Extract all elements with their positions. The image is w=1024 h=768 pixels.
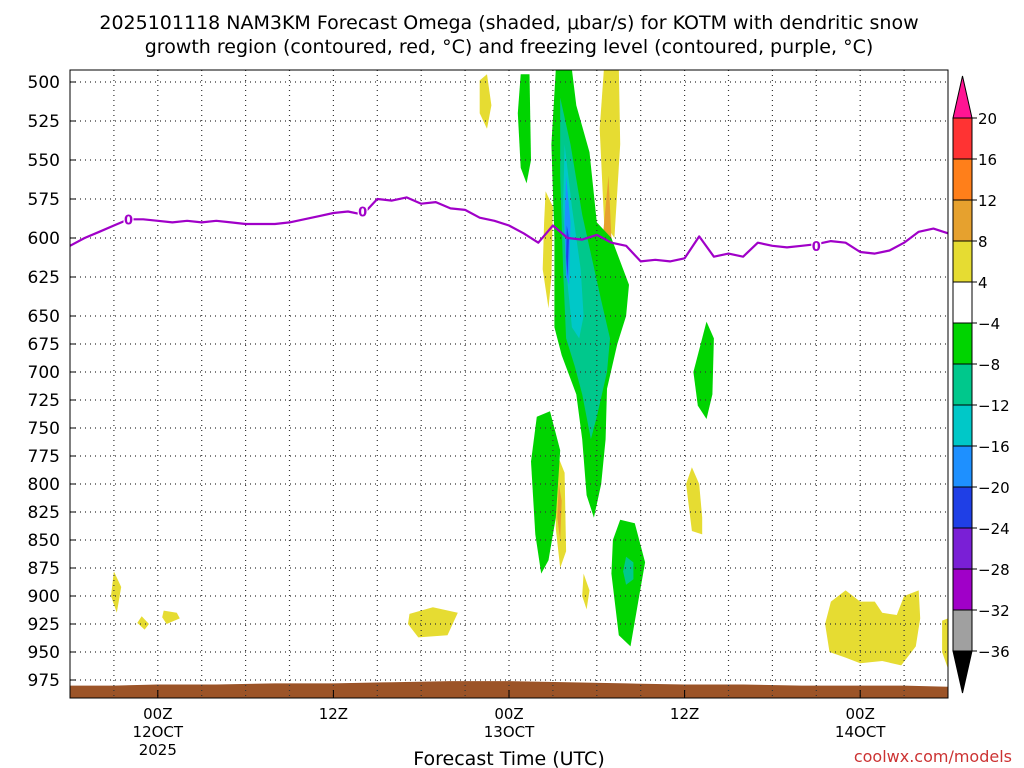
legend-label: −20: [978, 479, 1010, 497]
legend-top-arrow: [952, 75, 973, 119]
y-tick-label: 975: [28, 671, 60, 691]
legend-swatch-8: [952, 404, 973, 447]
omega-area-16: [531, 411, 561, 574]
y-tick-label: 800: [28, 475, 60, 495]
y-tick-label: 750: [28, 419, 60, 439]
y-tick-label: 550: [28, 151, 60, 171]
x-tick-date: 12OCT: [133, 723, 184, 741]
legend-swatch-2: [952, 158, 973, 201]
legend-swatch-6: [952, 322, 973, 365]
omega-area-2: [137, 616, 149, 630]
legend-label: −32: [978, 602, 1010, 620]
omega-area-14: [517, 74, 531, 184]
credit-text: coolwx.com/models: [854, 747, 1012, 766]
legend-swatch-12: [952, 568, 973, 611]
x-tick-label: 00Z: [143, 705, 172, 723]
y-tick-label: 600: [28, 229, 60, 249]
y-tick-label: 675: [28, 335, 60, 355]
color-legend: 20 16 12 8 4 −4 −8 −12 −16 −20 −24 −28 −32 −36: [952, 75, 1010, 694]
x-tick-label: 12Z: [670, 705, 699, 723]
legend-label: 16: [978, 151, 997, 169]
omega-area-3: [162, 610, 180, 624]
x-tick-label: 00Z: [846, 705, 875, 723]
y-tick-label: 700: [28, 363, 60, 383]
omega-area-18: [693, 321, 714, 419]
x-tick-label: 12Z: [319, 705, 348, 723]
omega-area-9: [686, 467, 703, 535]
freezing-label: 0: [124, 213, 133, 228]
omega-area-11: [942, 618, 948, 669]
omega-area-10: [825, 590, 921, 666]
y-tick-label: 825: [28, 503, 60, 523]
y-tick-label: 950: [28, 643, 60, 663]
y-tick-label: 775: [28, 447, 60, 467]
legend-swatch-5: [952, 281, 973, 324]
x-tick-date: 13OCT: [484, 723, 535, 741]
legend-swatch-11: [952, 527, 973, 570]
legend-label: 20: [978, 110, 997, 128]
legend-label: 12: [978, 192, 997, 210]
omega-shaded-areas: [111, 70, 948, 669]
legend-label: −28: [978, 561, 1010, 579]
freezing-level-line: [69, 196, 949, 263]
y-tick-label: 900: [28, 587, 60, 607]
freezing-label-bg-0: [123, 211, 134, 226]
legend-swatch-7: [952, 363, 973, 406]
chart-title-line2: growth region (contoured, red, °C) and f…: [145, 36, 874, 58]
omega-area-8: [582, 573, 590, 610]
omega-area-7: [599, 70, 621, 238]
freezing-label: 0: [358, 205, 367, 220]
x-tick-date: 14OCT: [835, 723, 886, 741]
legend-label: −12: [978, 397, 1010, 415]
y-tick-label: 500: [28, 73, 60, 93]
x-tick-label: 00Z: [494, 705, 523, 723]
y-tick-label: 525: [28, 112, 60, 132]
chart-title-line1: 2025101118 NAM3KM Forecast Omega (shaded…: [99, 12, 918, 34]
legend-label: −24: [978, 520, 1010, 538]
omega-area-21: [563, 144, 584, 339]
x-tick-year: 2025: [139, 741, 177, 759]
y-tick-label: 725: [28, 391, 60, 411]
legend-swatch-4: [952, 240, 973, 283]
y-tick-label: 875: [28, 559, 60, 579]
freezing-level-layer: 0 0 0: [69, 196, 949, 263]
legend-label: −36: [978, 643, 1010, 661]
omega-area-4: [408, 607, 458, 638]
legend-swatch-9: [952, 445, 973, 488]
legend-label: 8: [978, 233, 988, 251]
omega-area-1: [111, 571, 122, 613]
y-tick-label: 850: [28, 531, 60, 551]
omega-area-19: [560, 97, 610, 440]
omega-area-0: [479, 74, 492, 129]
plot-frame: [69, 69, 949, 699]
omega-area-5: [542, 191, 553, 309]
legend-label: −4: [978, 315, 1000, 333]
legend-swatch-1: [952, 117, 973, 160]
legend-swatch-10: [952, 486, 973, 529]
freezing-label: 0: [812, 240, 821, 255]
freezing-label-bg-1: [357, 203, 368, 218]
y-axis: 500 525 550 575 600 625 650 675 700 725 750 775 800 8…: [28, 73, 76, 691]
legend-label: 4: [978, 274, 988, 292]
legend-label: −8: [978, 356, 1000, 374]
y-tick-label: 575: [28, 190, 60, 210]
legend-swatch-13: [952, 609, 973, 652]
y-tick-label: 925: [28, 615, 60, 635]
x-axis-label: Forecast Time (UTC): [413, 748, 604, 768]
legend-bottom-arrow: [952, 650, 973, 694]
omega-area-20: [623, 556, 634, 585]
freezing-label-bg-2: [811, 237, 822, 252]
omega-area-13: [557, 484, 562, 540]
legend-swatch-3: [952, 199, 973, 242]
grid-lines: [70, 70, 948, 698]
y-tick-label: 650: [28, 307, 60, 327]
y-tick-label: 625: [28, 268, 60, 288]
legend-label: −16: [978, 438, 1010, 456]
